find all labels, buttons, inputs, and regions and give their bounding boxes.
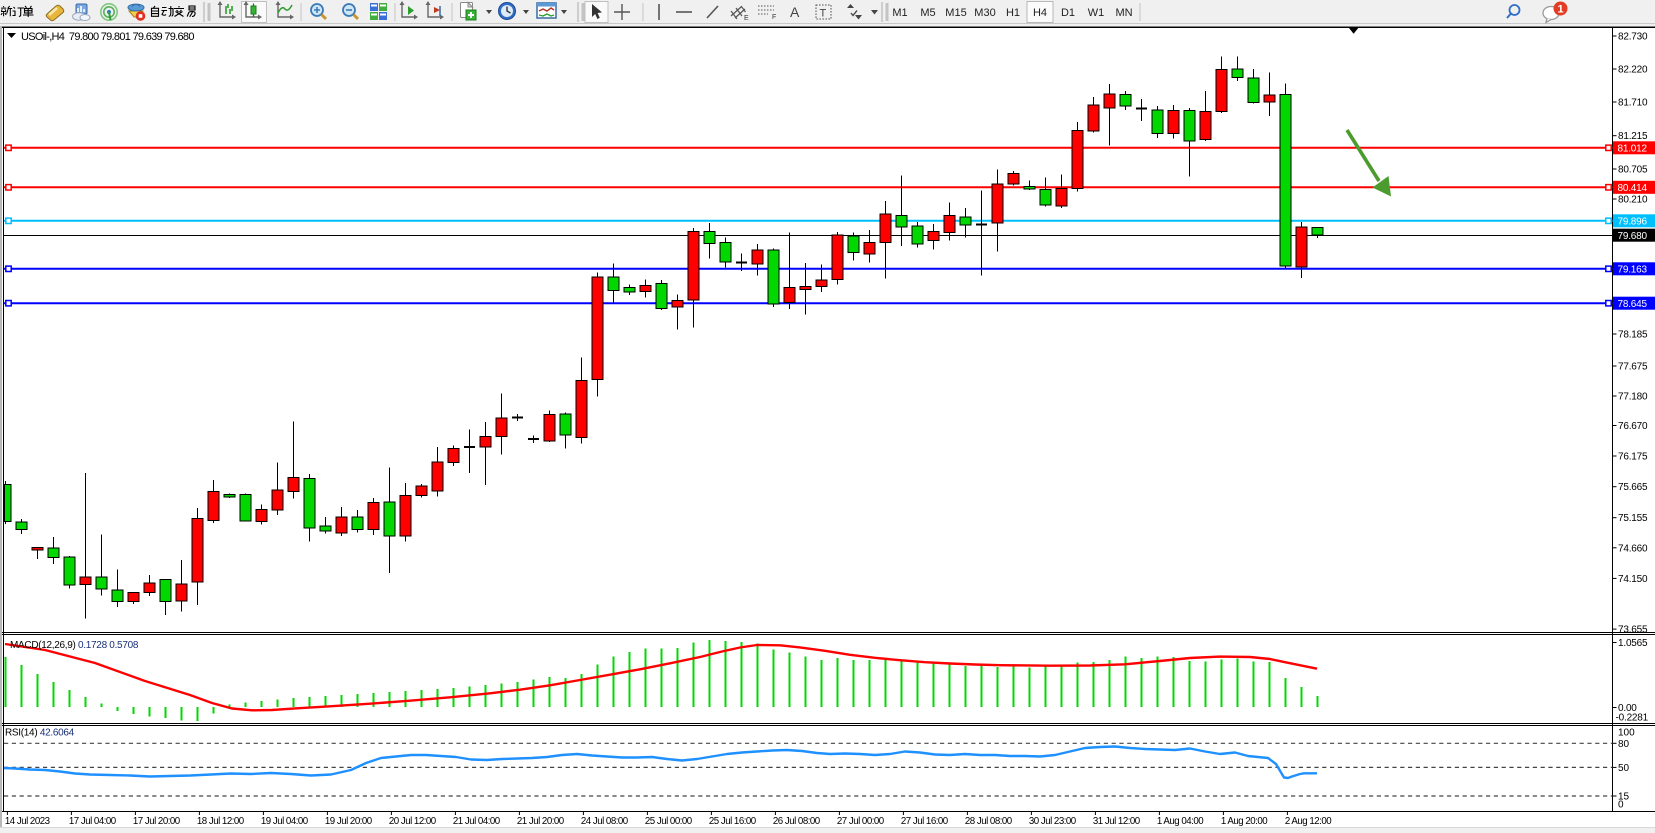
svg-text:1 Aug 20:00: 1 Aug 20:00: [1221, 816, 1268, 827]
svg-text:W1: W1: [1088, 7, 1105, 19]
svg-text:0.00: 0.00: [1618, 703, 1637, 714]
svg-text:17 Jul 20:00: 17 Jul 20:00: [133, 816, 181, 827]
svg-text:79.163: 79.163: [1618, 265, 1648, 276]
svg-text:27 Jul 16:00: 27 Jul 16:00: [901, 816, 949, 827]
svg-text:14 Jul 2023: 14 Jul 2023: [5, 816, 50, 827]
svg-text:1: 1: [1557, 4, 1563, 16]
svg-text:MN: MN: [1115, 7, 1132, 19]
svg-text:MACD(12,26,9) 0.1728 0.5708: MACD(12,26,9) 0.1728 0.5708: [10, 640, 139, 651]
svg-text:50: 50: [1618, 763, 1630, 774]
svg-text:H4: H4: [1033, 7, 1047, 19]
svg-text:H1: H1: [1006, 7, 1020, 19]
svg-text:A: A: [790, 4, 800, 20]
svg-text:80.210: 80.210: [1618, 195, 1648, 206]
svg-text:RSI(14) 42.6064: RSI(14) 42.6064: [5, 728, 75, 739]
svg-text:30 Jul 23:00: 30 Jul 23:00: [1029, 816, 1077, 827]
svg-text:100: 100: [1618, 728, 1635, 739]
svg-text:81.012: 81.012: [1618, 144, 1648, 155]
svg-text:80.705: 80.705: [1618, 165, 1648, 176]
svg-text:73.655: 73.655: [1618, 625, 1648, 636]
svg-text:18 Jul 12:00: 18 Jul 12:00: [197, 816, 245, 827]
svg-text:M5: M5: [920, 7, 935, 19]
svg-text:E: E: [744, 15, 749, 22]
svg-text:M30: M30: [974, 7, 995, 19]
svg-text:15: 15: [1618, 792, 1630, 803]
svg-text:76.670: 76.670: [1618, 421, 1648, 432]
svg-text:-0.2281: -0.2281: [1616, 713, 1649, 724]
svg-text:79.896: 79.896: [1618, 217, 1648, 228]
svg-text:1.0565: 1.0565: [1618, 638, 1648, 649]
svg-text:D1: D1: [1061, 7, 1075, 19]
svg-text:19 Jul 04:00: 19 Jul 04:00: [261, 816, 309, 827]
svg-text:T: T: [820, 8, 827, 20]
svg-text:81.215: 81.215: [1618, 131, 1648, 142]
svg-text:80: 80: [1618, 739, 1630, 750]
svg-text:21 Jul 20:00: 21 Jul 20:00: [517, 816, 565, 827]
svg-text:17 Jul 04:00: 17 Jul 04:00: [69, 816, 117, 827]
svg-text:2 Aug 12:00: 2 Aug 12:00: [1285, 816, 1332, 827]
svg-text:31 Jul 12:00: 31 Jul 12:00: [1093, 816, 1141, 827]
svg-text:82.730: 82.730: [1618, 32, 1648, 43]
svg-text:27 Jul 00:00: 27 Jul 00:00: [837, 816, 885, 827]
svg-text:79.680: 79.680: [1618, 231, 1648, 242]
svg-text:74.150: 74.150: [1618, 574, 1648, 585]
svg-text:78.185: 78.185: [1618, 330, 1648, 341]
svg-text:24 Jul 08:00: 24 Jul 08:00: [581, 816, 629, 827]
svg-text:USOil-,H4 79.800 79.801 79.63: USOil-,H4 79.800 79.801 79.639 79.680: [21, 31, 194, 43]
svg-text:75.665: 75.665: [1618, 482, 1648, 493]
svg-text:28 Jul 08:00: 28 Jul 08:00: [965, 816, 1013, 827]
svg-text:82.220: 82.220: [1618, 65, 1648, 76]
svg-text:81.710: 81.710: [1618, 98, 1648, 109]
svg-text:20 Jul 12:00: 20 Jul 12:00: [389, 816, 437, 827]
svg-text:F: F: [772, 14, 776, 21]
svg-text:76.175: 76.175: [1618, 452, 1648, 463]
svg-text:21 Jul 04:00: 21 Jul 04:00: [453, 816, 501, 827]
svg-text:78.645: 78.645: [1618, 299, 1648, 310]
svg-text:1 Aug 04:00: 1 Aug 04:00: [1157, 816, 1204, 827]
svg-text:26 Jul 08:00: 26 Jul 08:00: [773, 816, 821, 827]
svg-text:75.155: 75.155: [1618, 513, 1648, 524]
svg-text:M15: M15: [945, 7, 966, 19]
svg-text:77.180: 77.180: [1618, 392, 1648, 403]
svg-text:25 Jul 00:00: 25 Jul 00:00: [645, 816, 693, 827]
svg-text:80.414: 80.414: [1618, 183, 1648, 194]
svg-text:77.675: 77.675: [1618, 362, 1648, 373]
svg-text:0: 0: [1618, 800, 1624, 811]
svg-text:25 Jul 16:00: 25 Jul 16:00: [709, 816, 757, 827]
svg-text:74.660: 74.660: [1618, 543, 1648, 554]
svg-text:19 Jul 20:00: 19 Jul 20:00: [325, 816, 373, 827]
svg-text:M1: M1: [892, 7, 907, 19]
